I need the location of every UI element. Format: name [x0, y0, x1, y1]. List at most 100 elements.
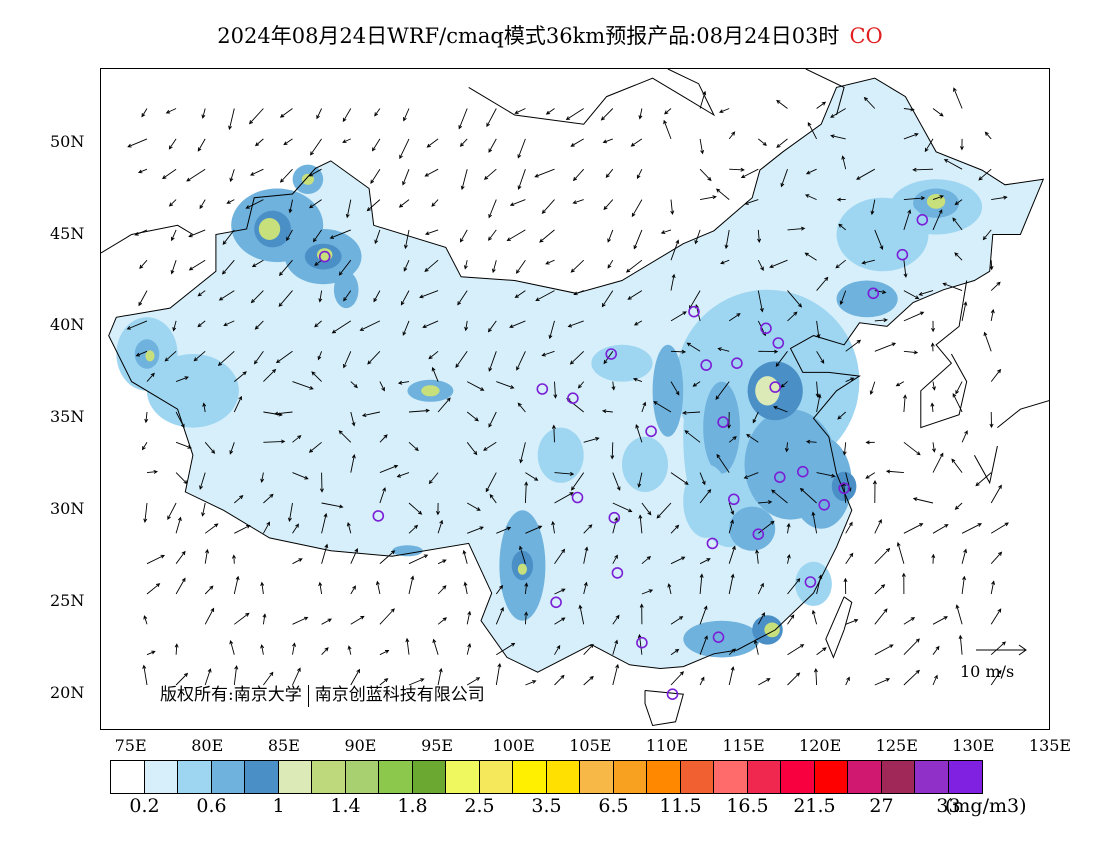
colorbar-label: 6.5: [598, 795, 629, 817]
wind-vector: [217, 350, 235, 366]
colorbar-cell: [144, 761, 178, 793]
wind-vector: [931, 553, 936, 564]
wind-vector: [903, 107, 915, 112]
map-frame: [100, 68, 1050, 730]
wind-vector: [699, 558, 711, 565]
wind-vector: [984, 131, 992, 140]
longitude-label: 80E: [191, 736, 224, 755]
wind-vector: [663, 119, 672, 140]
wind-scale-label: 10 m/s: [960, 662, 1015, 681]
wind-vector: [757, 612, 765, 625]
wind-vector: [319, 472, 324, 493]
wind-vector: [371, 138, 381, 152]
wind-vector: [601, 290, 614, 308]
wind-vector: [930, 402, 935, 413]
wind-vector: [863, 96, 876, 109]
wind-vector: [204, 585, 214, 595]
wind-vector: [816, 472, 836, 478]
monitoring-station-marker: [550, 596, 562, 609]
wind-vector: [990, 281, 1001, 291]
copyright-divider: [307, 684, 309, 707]
wind-vector: [758, 349, 779, 354]
colorbar-cell: [546, 761, 580, 793]
wind-vector: [229, 169, 235, 183]
wind-vector: [787, 578, 801, 595]
wind-vector: [186, 168, 206, 182]
wind-vector: [545, 108, 555, 115]
wind-vector: [954, 252, 963, 261]
wind-vector: [292, 558, 303, 565]
colorbar-cell: [814, 761, 848, 793]
wind-vector: [612, 614, 620, 625]
coastline: [805, 69, 845, 116]
wind-vector: [292, 642, 297, 655]
wind-vector: [961, 430, 968, 443]
monitoring-station-marker: [567, 392, 579, 405]
wind-vector: [228, 108, 235, 131]
longitude-label: 85E: [267, 736, 300, 755]
wind-vector: [845, 552, 854, 564]
colorbar-cell: [379, 761, 413, 793]
co-concentration-patch: [517, 563, 527, 575]
wind-vector: [983, 331, 992, 352]
wind-vector: [631, 199, 643, 218]
wind-vector: [931, 320, 936, 333]
coastline: [973, 445, 998, 485]
wind-vector: [321, 543, 329, 564]
wind-vector: [716, 453, 730, 473]
wind-vector: [787, 226, 806, 231]
wind-vector: [263, 368, 277, 382]
wind-vector: [990, 608, 1002, 625]
wind-vector: [699, 676, 705, 686]
wind-vector: [578, 604, 585, 625]
wind-vector: [539, 229, 555, 243]
wind-vector: [975, 472, 992, 487]
wind-vector: [488, 351, 497, 372]
wind-vector: [602, 138, 613, 144]
wind-vector: [633, 320, 643, 326]
copyright-right: 南京创蓝科技有限公司: [314, 685, 485, 705]
wind-vector: [932, 195, 944, 201]
wind-vector: [952, 392, 963, 413]
wind-vector: [715, 188, 730, 200]
wind-vector: [951, 458, 963, 473]
wind-vector: [202, 402, 207, 413]
wind-vector: [757, 229, 762, 243]
wind-vector: [317, 351, 323, 361]
longitude-label: 75E: [114, 736, 147, 755]
wind-vector: [728, 666, 735, 686]
wind-vector: [786, 554, 791, 564]
wind-vector: [861, 259, 875, 265]
wind-vector: [573, 290, 584, 296]
wind-vector: [457, 290, 468, 306]
wind-vector: [744, 199, 759, 205]
wind-vector: [554, 617, 566, 625]
wind-vector: [428, 350, 439, 360]
wind-vector: [874, 318, 888, 323]
wind-vector: [188, 229, 206, 238]
wind-vector: [350, 454, 356, 473]
wind-vector: [249, 168, 264, 176]
wind-vector: [234, 612, 250, 625]
monitoring-station-marker: [896, 248, 909, 261]
wind-vector: [437, 667, 443, 686]
wind-vector: [165, 108, 177, 114]
wind-vector: [466, 442, 478, 456]
wind-vector: [541, 350, 555, 357]
wind-vector: [234, 495, 244, 504]
wind-vector: [637, 472, 643, 488]
wind-vector: [379, 678, 389, 686]
wind-vector: [488, 138, 497, 153]
wind-vector: [146, 372, 155, 382]
wind-vector: [816, 320, 821, 339]
colorbar-label: 33: [936, 795, 961, 817]
wind-vector: [506, 229, 526, 242]
wind-vector: [918, 290, 934, 296]
wind-vector: [403, 260, 410, 272]
wind-vector: [717, 347, 730, 352]
wind-vector: [146, 469, 158, 474]
wind-vector: [486, 108, 497, 128]
wind-vector: [670, 616, 684, 625]
colorbar-unit: (mg/m3): [945, 795, 1027, 817]
wind-vector: [816, 393, 822, 413]
